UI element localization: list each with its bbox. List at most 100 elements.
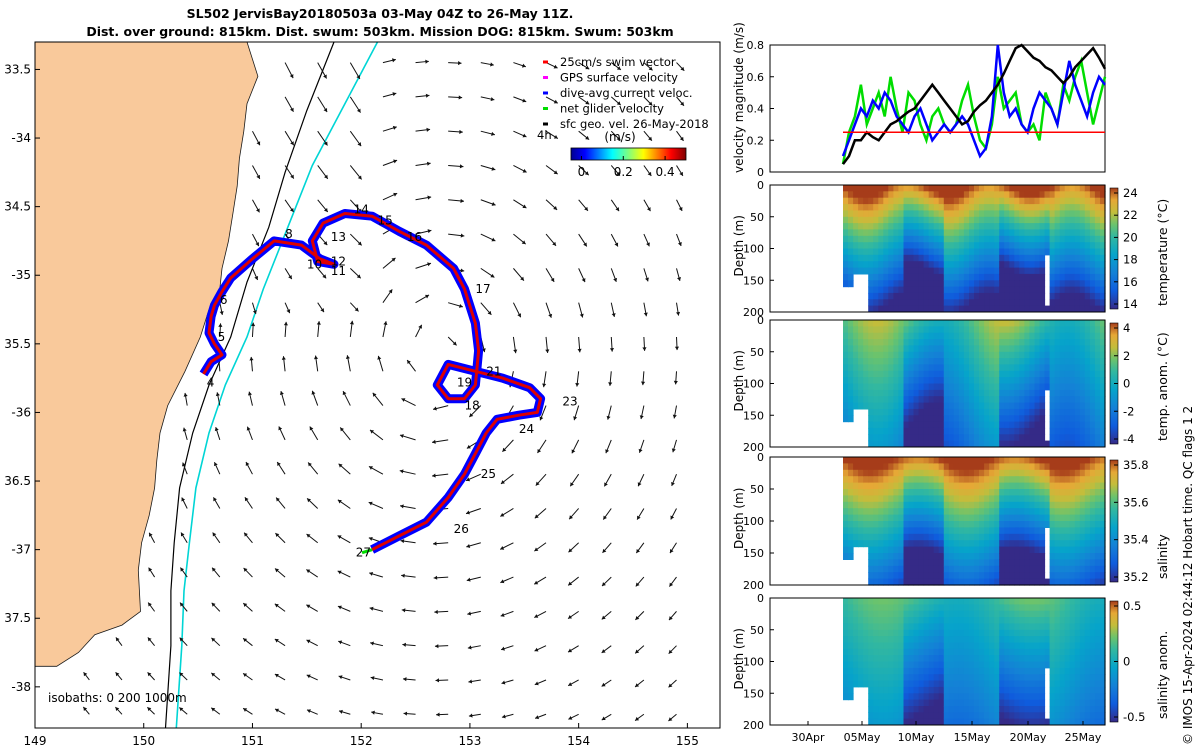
colorbar-tick-label: -0.5 <box>1123 710 1145 724</box>
colorbar-tick-label: 16 <box>1123 275 1138 289</box>
y-tick-label: 50 <box>750 211 764 224</box>
y-tick-label: 33.5 <box>4 62 31 76</box>
track-day-label: 11 <box>331 264 346 278</box>
track-day-label: 10 <box>307 257 322 271</box>
isobath-1000m <box>175 41 379 729</box>
y-tick-label: 200 <box>743 579 764 592</box>
velocity-axis-label: velocity magnitude (m/s) <box>732 22 746 173</box>
track-day-label: 13 <box>331 230 346 244</box>
x-tick-label: 152 <box>350 734 373 748</box>
colorbar-tick-label: 35.4 <box>1123 533 1149 547</box>
track-day-label: 8 <box>285 227 293 241</box>
y-tick-label: 200 <box>743 441 764 454</box>
depth-axis-label: Depth (m) <box>732 488 746 549</box>
colorbar-tick-label: 18 <box>1123 253 1138 267</box>
y-tick-label: 150 <box>743 274 764 287</box>
y-tick-label: 0 <box>757 592 764 605</box>
heatmap-cells <box>843 320 1106 448</box>
land-area <box>34 41 259 667</box>
track-day-label: 19 <box>457 375 472 389</box>
y-tick-label: -35 <box>11 268 31 282</box>
heatmap-cells <box>843 598 1106 726</box>
velocity-series-line <box>842 43 1107 165</box>
colorbar-tick-label: -4 <box>1123 432 1134 446</box>
y-tick-label: 100 <box>743 656 764 669</box>
x-tick-label: 05May <box>844 731 881 744</box>
colorbar-tick-label: 35.6 <box>1123 495 1149 509</box>
track-day-label: 5 <box>218 330 226 344</box>
colorbar <box>570 147 687 161</box>
colorbar-label: (m/s) <box>604 130 635 144</box>
y-tick-label: 50 <box>750 483 764 496</box>
y-tick-label: -37 <box>11 543 31 557</box>
track-day-label: 21 <box>486 364 501 378</box>
velocity-series-line <box>841 44 1106 159</box>
panel-colorbar <box>1109 459 1119 583</box>
colorbar-tick-label: 4 <box>1123 321 1130 335</box>
depth-axis-label: Depth (m) <box>732 350 746 411</box>
y-tick-label: 34.5 <box>4 200 31 214</box>
map-frame <box>34 41 721 729</box>
x-tick-label: 25May <box>1065 731 1102 744</box>
y-tick-label: -38 <box>11 680 31 694</box>
legend-label: sfc geo. vel. 26-May-2018 <box>560 117 709 131</box>
chart-title-line1: SL502 JervisBay20180503a 03-May 04Z to 2… <box>186 6 574 21</box>
colorbar-tick-label: 0 <box>578 165 586 179</box>
colorbar-label: temperature (°C) <box>1155 199 1170 306</box>
panel-colorbar <box>1109 187 1119 310</box>
track-day-label: 15 <box>378 213 393 227</box>
net-glider-velocity <box>361 548 373 555</box>
legend-label: GPS surface velocity <box>560 71 678 85</box>
colorbar-label: salinity anom. <box>1155 631 1170 719</box>
colorbar-tick-label: 0 <box>1123 655 1130 669</box>
colorbar-tick-label: 0 <box>1123 377 1130 391</box>
isobath-label: isobaths: 0 200 1000m <box>48 691 187 705</box>
track-day-label: 25 <box>481 467 496 481</box>
y-tick-label: 35.5 <box>4 337 31 351</box>
track-day-label: 27 <box>356 545 371 559</box>
y-tick-label: 50 <box>750 624 764 637</box>
glider-track <box>202 212 543 551</box>
y-tick-label: 0 <box>757 451 764 464</box>
y-tick-label: 150 <box>743 687 764 700</box>
track-day-label: 6 <box>220 293 228 307</box>
x-tick-label: 10May <box>898 731 935 744</box>
track-day-label: 17 <box>475 282 490 296</box>
y-tick-label: 0.2 <box>747 134 765 147</box>
track-day-label: 16 <box>407 230 422 244</box>
colorbar-tick-label: -2 <box>1123 404 1134 418</box>
track-day-label: 24 <box>519 422 534 436</box>
y-tick-label: 0.6 <box>747 71 765 84</box>
heatmap-cells <box>843 457 1106 586</box>
y-tick-label: 37.5 <box>4 611 31 625</box>
x-tick-label: 30Apr <box>791 731 825 744</box>
y-tick-label: -36 <box>11 405 31 419</box>
track-day-label: 23 <box>562 394 577 408</box>
y-tick-label: 200 <box>743 719 764 732</box>
y-tick-label: 100 <box>743 243 764 256</box>
y-tick-label: 100 <box>743 378 764 391</box>
chart-title-line2: Dist. over ground: 815km. Dist. swum: 50… <box>86 24 674 39</box>
y-tick-label: 0 <box>757 166 764 179</box>
track-day-label: 12 <box>331 255 346 269</box>
colorbar-tick-label: 0.5 <box>1123 599 1141 613</box>
depth-panel-salinity-anomaly: 0 50 100 150 200 Depth (m) 0.5 0 -0.5 salinity an… <box>732 592 1170 744</box>
colorbar-tick-label: 20 <box>1123 230 1138 244</box>
colorbar-label: temp. anom. (°C) <box>1155 332 1170 441</box>
y-tick-label: 150 <box>743 409 764 422</box>
imos-credit: © IMOS 15-Apr-2024 02:44:12 Hobart time.… <box>1181 405 1195 745</box>
colorbar-tick-label: 35.8 <box>1123 458 1149 472</box>
legend-label: 25cm/s swim vector <box>560 55 676 69</box>
x-tick-label: 151 <box>241 734 264 748</box>
legend-label: dive-avg current veloc. <box>560 86 693 100</box>
x-tick-label: 20May <box>1010 731 1047 744</box>
colorbar-tick-label: 2 <box>1123 349 1130 363</box>
colorbar-tick-label: 35.2 <box>1123 570 1149 584</box>
legend-label: net glider velocity <box>560 102 664 116</box>
y-tick-label: 0.8 <box>747 39 765 52</box>
depth-axis-label: Depth (m) <box>732 215 746 276</box>
colorbar-tick-label: 24 <box>1123 186 1138 200</box>
current-vector-field <box>82 58 685 722</box>
